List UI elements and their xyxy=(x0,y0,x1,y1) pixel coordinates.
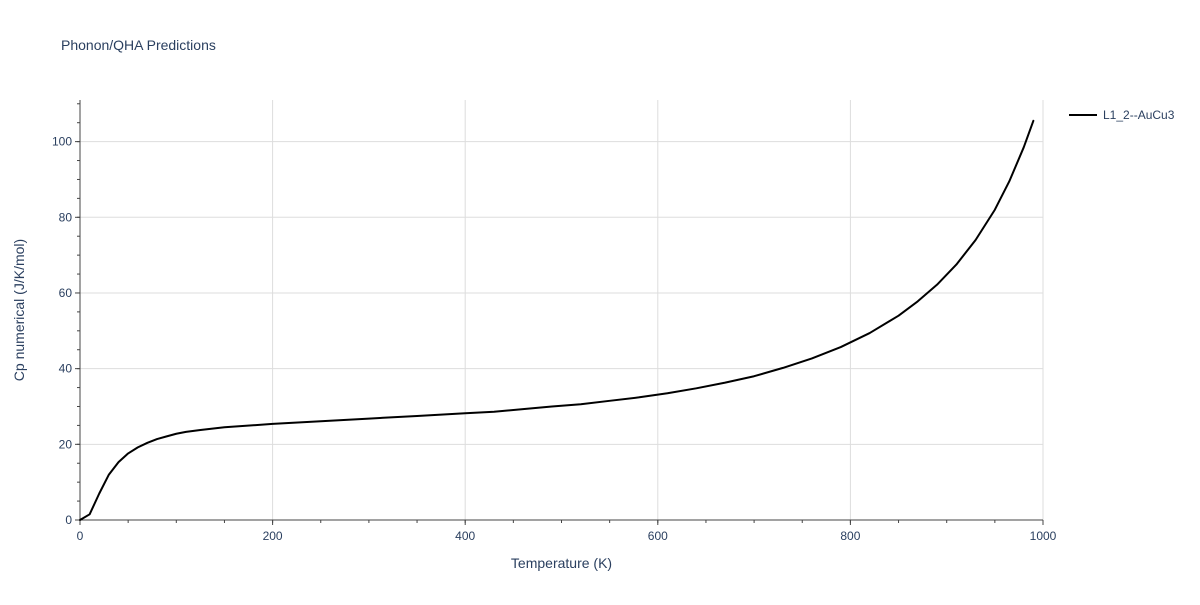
x-tick-label: 600 xyxy=(648,529,668,543)
y-tick-label: 100 xyxy=(52,135,72,149)
axis-layer: 0 200 400 600 800 1000 0 20 40 60 80 100 xyxy=(52,100,1057,543)
x-tick-label: 400 xyxy=(455,529,475,543)
grid-layer xyxy=(80,100,1044,520)
series-line xyxy=(79,119,1035,521)
x-tick-label: 0 xyxy=(77,529,84,543)
x-axis-title: Temperature (K) xyxy=(511,555,612,571)
y-tick-label: 20 xyxy=(59,437,73,451)
legend-label[interactable]: L1_2--AuCu3 xyxy=(1103,108,1175,122)
x-tick-label: 200 xyxy=(263,529,283,543)
x-tick-label: 800 xyxy=(840,529,860,543)
y-tick-label: 40 xyxy=(59,362,73,376)
series-layer xyxy=(79,119,1035,521)
y-tick-label: 60 xyxy=(59,286,73,300)
y-tick-label: 0 xyxy=(65,513,72,527)
chart-title: Phonon/QHA Predictions xyxy=(61,37,216,53)
x-tick-label: 1000 xyxy=(1030,529,1057,543)
legend[interactable]: L1_2--AuCu3 xyxy=(1069,108,1175,122)
y-axis-title: Cp numerical (J/K/mol) xyxy=(11,239,27,381)
y-tick-label: 80 xyxy=(59,210,73,224)
